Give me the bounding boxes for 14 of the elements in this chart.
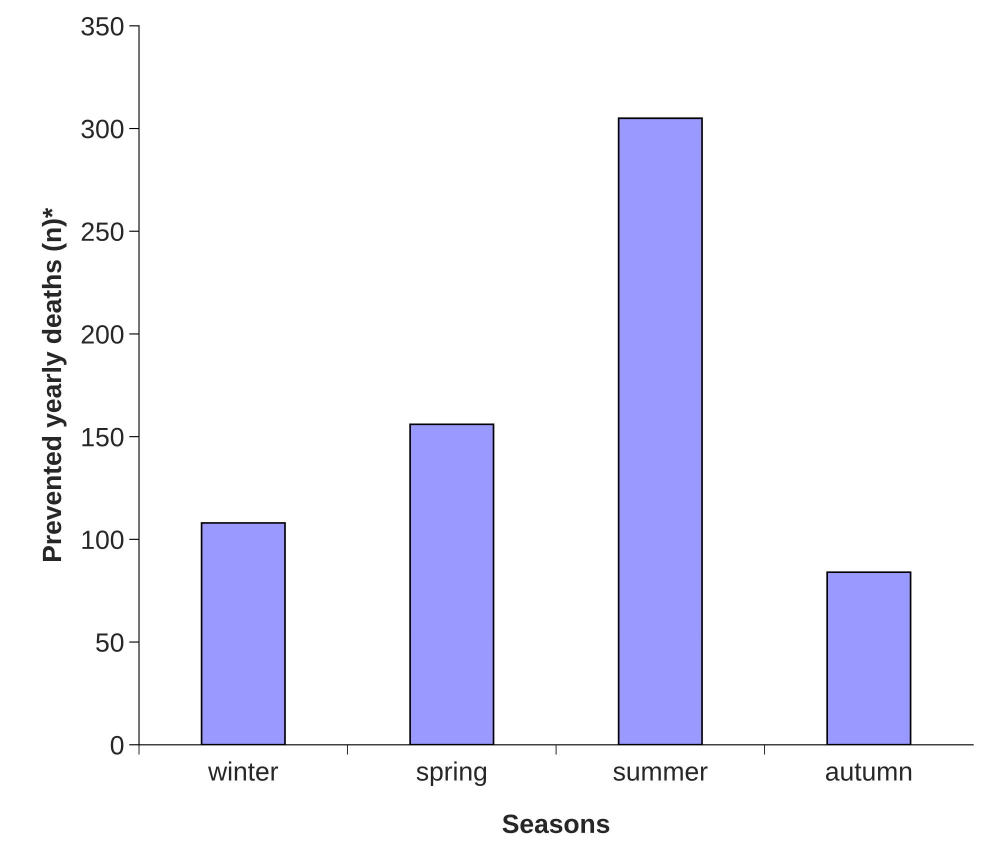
y-tick-label: 250 bbox=[82, 222, 124, 242]
y-tick-label: 300 bbox=[81, 120, 124, 138]
x-tick-label: spring bbox=[416, 761, 486, 786]
y-tick-label: 350 bbox=[81, 16, 124, 36]
y-axis-title: Prevented yearly deaths (n)* bbox=[42, 208, 67, 561]
y-tick-label: 100 bbox=[82, 530, 124, 550]
y-tick-label: 50 bbox=[96, 633, 124, 652]
y-tick-label: 200 bbox=[82, 325, 124, 344]
y-tick-label: 150 bbox=[82, 428, 124, 446]
x-tick-label: autumn bbox=[826, 763, 912, 781]
x-axis-title: Seasons bbox=[502, 814, 610, 834]
x-tick-label: winter bbox=[208, 761, 278, 781]
x-tick-label: summer bbox=[613, 766, 708, 781]
y-tick-label: 0 bbox=[110, 736, 124, 755]
